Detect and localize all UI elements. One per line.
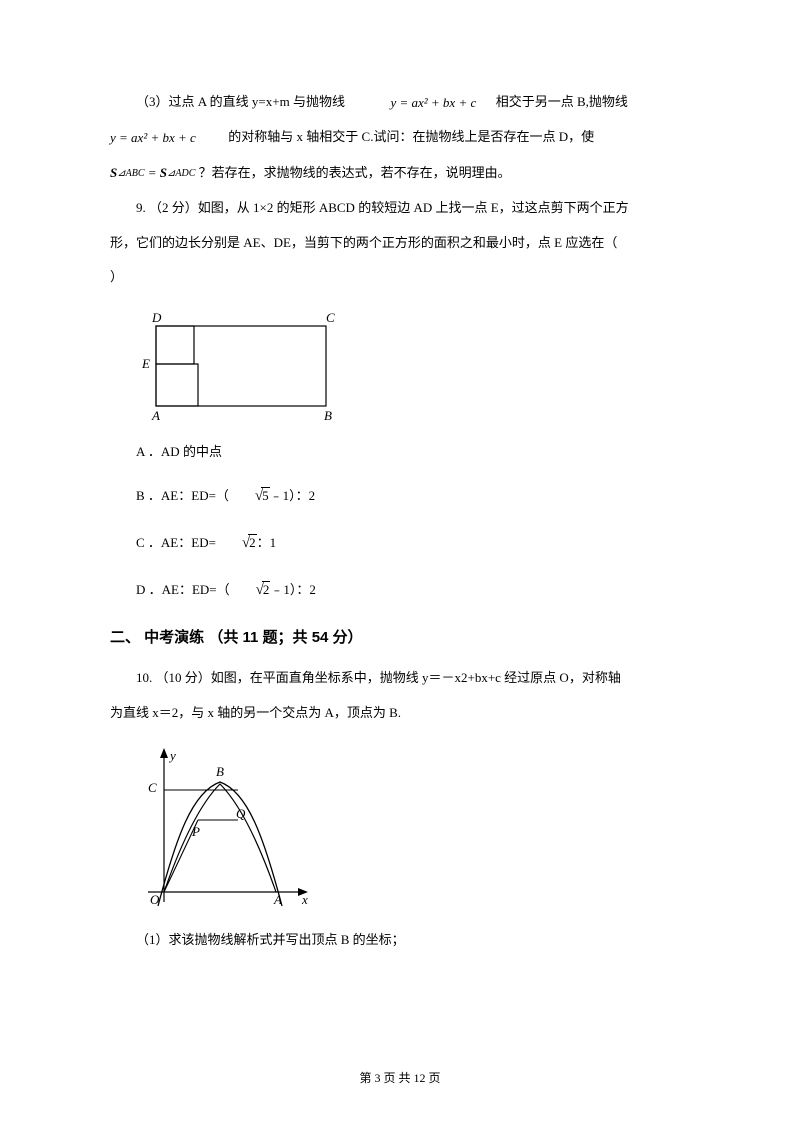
q8-formula1: y = ax² + bx + c xyxy=(364,89,476,118)
q9-stem3: ） xyxy=(110,263,690,292)
q9-label-E: E xyxy=(141,356,150,371)
q9-stem2: 形，它们的边长分别是 AE、DE，当剪下的两个正方形的面积之和最小时，点 E 应… xyxy=(110,229,690,258)
q9-optD-post: ﹣1）：2 xyxy=(270,582,316,597)
q8-p3-line2: 的对称轴与 x 轴相交于 C.试问：在抛物线上是否存在一点 D，使 xyxy=(228,129,594,144)
q9-label-D: D xyxy=(151,310,162,325)
sqrt-icon: √2 xyxy=(230,574,271,607)
q9-option-B[interactable]: B ．AE：ED=（√5﹣1）：2 xyxy=(110,480,690,513)
q8-eq: = xyxy=(148,159,157,188)
q8-s1-sub: ⊿ABC xyxy=(117,163,144,185)
q10-label-x: x xyxy=(301,892,308,907)
q9-figure: D C E A B xyxy=(136,306,690,424)
q9-label-A: A xyxy=(151,408,160,423)
q9-option-C[interactable]: C ．AE：ED=√2：1 xyxy=(110,527,690,560)
q9-optB-post: ﹣1）：2 xyxy=(270,488,316,503)
q10-sub1: （1）求该抛物线解析式并写出顶点 B 的坐标； xyxy=(110,926,690,955)
section2-title: 二、 中考演练 （共 11 题；共 54 分） xyxy=(110,621,690,654)
q10-label-C: C xyxy=(148,780,157,795)
q10-label-A: A xyxy=(273,892,282,907)
q8-p3-post: 相交于另一点 B,抛物线 xyxy=(496,94,628,109)
q9-option-A[interactable]: A ．AD 的中点 xyxy=(110,438,690,467)
q9-optC-pre: C ．AE：ED= xyxy=(136,535,216,550)
q10-label-P: P xyxy=(191,824,200,839)
q9-stem1: 9. （2 分）如图，从 1×2 的矩形 ABCD 的较短边 AD 上找一点 E… xyxy=(110,194,690,223)
page-footer: 第 3 页 共 12 页 xyxy=(0,1069,800,1086)
q8-p3-pre: （3）过点 A 的直线 y=x+m 与抛物线 xyxy=(136,94,345,109)
q9-optD-pre: D ．AE：ED=（ xyxy=(136,582,230,597)
q8-p3-line2-wrap: y = ax² + bx + c 的对称轴与 x 轴相交于 C.试问：在抛物线上… xyxy=(110,123,690,152)
q10-label-y: y xyxy=(168,748,176,763)
q10-stem2: 为直线 x＝2，与 x 轴的另一个交点为 A，顶点为 B. xyxy=(110,699,690,728)
q9-figure-svg: D C E A B xyxy=(136,306,346,424)
q10-figure: y x O A B C P Q xyxy=(136,742,690,912)
q8-s2: S xyxy=(160,159,167,188)
q8-s1: S xyxy=(110,159,117,188)
q9-optD-sqrt: 2 xyxy=(262,581,271,597)
q10-label-B: B xyxy=(216,764,224,779)
q8-p3-line1: （3）过点 A 的直线 y=x+m 与抛物线 y = ax² + bx + c … xyxy=(110,88,690,117)
sqrt-icon: √2 xyxy=(216,527,257,560)
q9-optB-pre: B ．AE：ED=（ xyxy=(136,488,229,503)
q9-optA-text: A ．AD 的中点 xyxy=(136,444,222,459)
q10-label-O: O xyxy=(150,892,160,907)
q9-optC-sqrt: 2 xyxy=(248,534,257,550)
q10-label-Q: Q xyxy=(236,806,246,821)
q8-p3-line3: ？若存在，求抛物线的表达式，若不存在，说明理由。 xyxy=(199,165,511,180)
sqrt-icon: √5 xyxy=(229,480,270,513)
q8-p3-line3-wrap: S⊿ABC = S⊿ADC ？若存在，求抛物线的表达式，若不存在，说明理由。 xyxy=(110,159,690,188)
q10-figure-svg: y x O A B C P Q xyxy=(136,742,316,912)
q9-label-C: C xyxy=(326,310,335,325)
q8-formula2: y = ax² + bx + c xyxy=(110,124,196,153)
q9-optC-post: ：1 xyxy=(257,535,277,550)
q9-label-B: B xyxy=(324,408,332,423)
q9-optB-sqrt: 5 xyxy=(261,487,270,503)
q8-s2-sub: ⊿ADC xyxy=(167,163,195,185)
q9-option-D[interactable]: D ．AE：ED=（√2﹣1）：2 xyxy=(110,574,690,607)
q10-stem1: 10. （10 分）如图，在平面直角坐标系中，抛物线 y＝－x2+bx+c 经过… xyxy=(110,664,690,693)
